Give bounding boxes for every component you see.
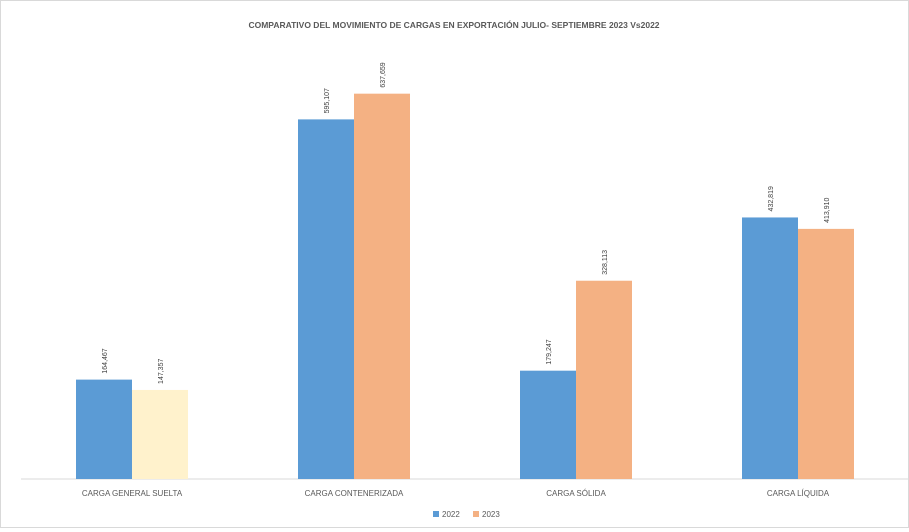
bar-2023-2 xyxy=(354,93,410,479)
data-label-2023-2: 637,659 xyxy=(380,62,387,87)
bar-2022-4 xyxy=(742,217,798,479)
data-label-2022-4: 432,819 xyxy=(768,186,775,211)
chart-title: COMPARATIVO DEL MOVIMIENTO DE CARGAS EN … xyxy=(248,19,659,30)
bar-2023-4 xyxy=(798,228,854,479)
category-label-4: CARGA LÍQUIDA xyxy=(767,489,830,498)
legend-label-2022: 2022 xyxy=(442,510,460,519)
category-label-1: CARGA GENERAL SUELTA xyxy=(82,489,183,498)
data-label-2022-1: 164,467 xyxy=(102,348,109,373)
bar-2023-1 xyxy=(132,389,188,479)
bar-2022-2 xyxy=(298,119,354,479)
bars-layer xyxy=(76,93,854,479)
bar-2022-3 xyxy=(520,370,576,479)
legend-label-2023: 2023 xyxy=(482,510,500,519)
legend-swatch-2022 xyxy=(433,511,439,517)
data-label-2022-2: 595,107 xyxy=(324,88,331,113)
legend: 2022 2023 xyxy=(433,510,500,519)
value-labels-layer: 164,467 147,357 595,107 637,659 179,247 328,1… xyxy=(102,62,831,384)
data-label-2023-3: 328,113 xyxy=(602,250,609,275)
category-labels-layer: CARGA GENERAL SUELTA CARGA CONTENERIZADA C… xyxy=(82,489,830,498)
bar-2023-3 xyxy=(576,280,632,479)
category-label-2: CARGA CONTENERIZADA xyxy=(305,489,404,498)
data-label-2023-4: 413,910 xyxy=(824,197,831,222)
bar-2022-1 xyxy=(76,379,132,479)
category-label-3: CARGA SÓLIDA xyxy=(546,489,606,498)
data-label-2023-1: 147,357 xyxy=(158,359,165,384)
legend-swatch-2023 xyxy=(473,511,479,517)
data-label-2022-3: 179,247 xyxy=(546,339,553,364)
